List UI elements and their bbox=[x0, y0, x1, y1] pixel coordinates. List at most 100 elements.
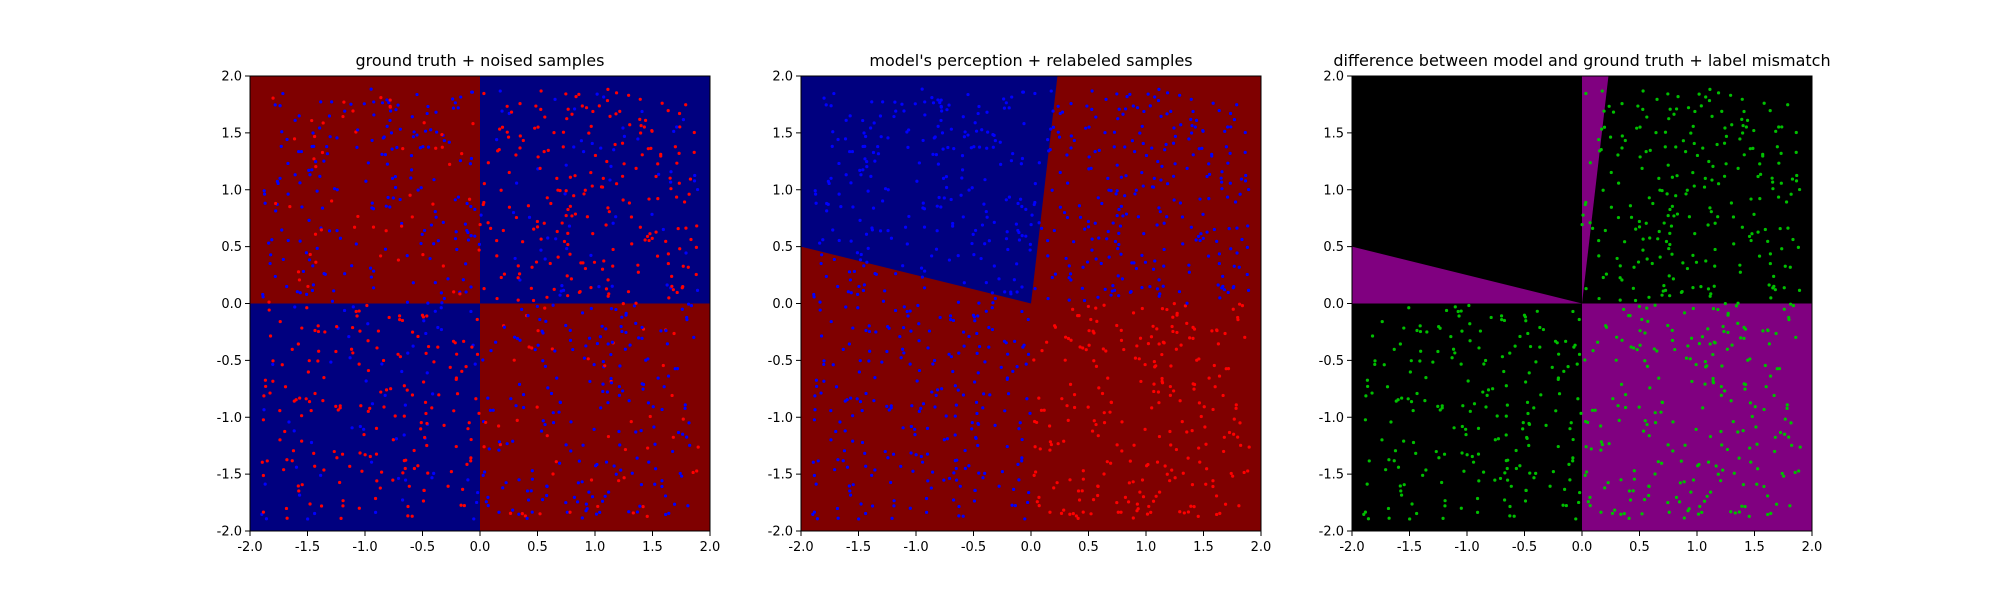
sample-point bbox=[543, 364, 548, 369]
relabeled-point bbox=[984, 281, 988, 285]
relabeled-point bbox=[1063, 335, 1068, 339]
sample-point bbox=[332, 449, 336, 454]
mismatch-point bbox=[1502, 318, 1507, 323]
relabeled-point bbox=[1192, 505, 1196, 509]
sample-point bbox=[515, 336, 520, 341]
relabeled-point bbox=[934, 393, 938, 397]
relabeled-point bbox=[985, 110, 989, 114]
sample-point bbox=[436, 345, 440, 349]
mismatch-point bbox=[1713, 264, 1717, 268]
sample-point bbox=[357, 506, 361, 510]
sample-point bbox=[274, 209, 278, 213]
relabeled-point bbox=[1226, 366, 1231, 371]
sample-point bbox=[653, 442, 657, 446]
sample-point bbox=[527, 345, 531, 349]
sample-point bbox=[564, 323, 568, 328]
sample-point bbox=[261, 510, 266, 514]
relabeled-point bbox=[1048, 510, 1052, 514]
panel-1-xticks: -2.0 -1.5 -1.0 -0.5 0.0 0.5 1.0 1.5 2.0 bbox=[237, 531, 720, 555]
relabeled-point bbox=[1009, 159, 1014, 163]
relabeled-point bbox=[1106, 176, 1110, 180]
relabeled-point bbox=[915, 179, 919, 183]
mismatch-point bbox=[1651, 201, 1655, 206]
relabeled-point bbox=[830, 144, 834, 148]
sample-point bbox=[421, 380, 426, 384]
sample-point bbox=[488, 408, 493, 412]
mismatch-point bbox=[1622, 512, 1626, 516]
sample-point bbox=[621, 302, 625, 306]
relabeled-point bbox=[1124, 212, 1129, 216]
relabeled-point bbox=[1118, 224, 1123, 228]
relabeled-point bbox=[1050, 188, 1054, 192]
sample-point bbox=[607, 292, 611, 296]
sample-point bbox=[514, 404, 518, 408]
sample-point bbox=[659, 329, 663, 333]
relabeled-point bbox=[865, 260, 869, 264]
sample-point bbox=[624, 311, 628, 315]
relabeled-point bbox=[1149, 510, 1153, 515]
panel-2-background bbox=[801, 76, 1261, 531]
mismatch-point bbox=[1363, 510, 1368, 514]
mismatch-point bbox=[1538, 345, 1542, 349]
sample-point bbox=[433, 281, 437, 285]
relabeled-point bbox=[863, 451, 867, 455]
sample-point bbox=[341, 114, 345, 119]
mismatch-point bbox=[1635, 348, 1639, 352]
relabeled-point bbox=[1205, 230, 1209, 234]
sample-point bbox=[566, 207, 570, 212]
relabeled-point bbox=[893, 308, 898, 313]
mismatch-point bbox=[1647, 196, 1651, 200]
sample-point bbox=[552, 287, 556, 291]
relabeled-point bbox=[972, 380, 977, 384]
mismatch-point bbox=[1468, 339, 1472, 343]
mismatch-point bbox=[1749, 460, 1753, 464]
x-tick-label: 1.0 bbox=[585, 540, 606, 555]
relabeled-point bbox=[846, 290, 850, 294]
sample-point bbox=[306, 370, 310, 374]
sample-point bbox=[410, 514, 414, 518]
mismatch-point bbox=[1616, 215, 1621, 220]
sample-point bbox=[271, 96, 275, 100]
mismatch-point bbox=[1788, 504, 1792, 508]
relabeled-point bbox=[953, 414, 957, 418]
mismatch-point bbox=[1689, 131, 1693, 135]
relabeled-point bbox=[1078, 215, 1083, 219]
sample-point bbox=[648, 232, 652, 236]
y-tick-label: 1.0 bbox=[772, 183, 793, 198]
relabeled-point bbox=[868, 349, 872, 353]
mismatch-point bbox=[1491, 387, 1495, 391]
sample-point bbox=[308, 252, 312, 257]
mismatch-point bbox=[1563, 487, 1567, 491]
relabeled-point bbox=[1186, 510, 1191, 514]
relabeled-point bbox=[1069, 278, 1073, 282]
sample-point bbox=[466, 238, 471, 242]
sample-point bbox=[621, 126, 625, 130]
relabeled-point bbox=[1096, 196, 1100, 200]
sample-point bbox=[335, 136, 339, 140]
relabeled-point bbox=[947, 352, 951, 356]
sample-point bbox=[518, 146, 522, 150]
sample-point bbox=[513, 256, 517, 261]
sample-point bbox=[461, 487, 465, 491]
mismatch-point bbox=[1657, 376, 1661, 380]
sample-point bbox=[661, 363, 665, 368]
mismatch-point bbox=[1599, 510, 1603, 514]
sample-point bbox=[348, 464, 352, 468]
sample-point bbox=[320, 150, 325, 155]
sample-point bbox=[281, 91, 285, 96]
relabeled-point bbox=[1087, 125, 1091, 129]
mismatch-point bbox=[1708, 294, 1712, 298]
relabeled-point bbox=[1089, 166, 1093, 170]
relabeled-point bbox=[951, 498, 956, 502]
mismatch-point bbox=[1724, 134, 1729, 138]
sample-point bbox=[496, 149, 500, 153]
sample-point bbox=[322, 468, 326, 472]
relabeled-point bbox=[1004, 101, 1008, 105]
relabeled-point bbox=[1102, 303, 1106, 307]
relabeled-point bbox=[1157, 401, 1161, 405]
mismatch-point bbox=[1483, 358, 1488, 363]
sample-point bbox=[308, 173, 312, 177]
relabeled-point bbox=[870, 100, 874, 104]
relabeled-point bbox=[1027, 490, 1031, 495]
